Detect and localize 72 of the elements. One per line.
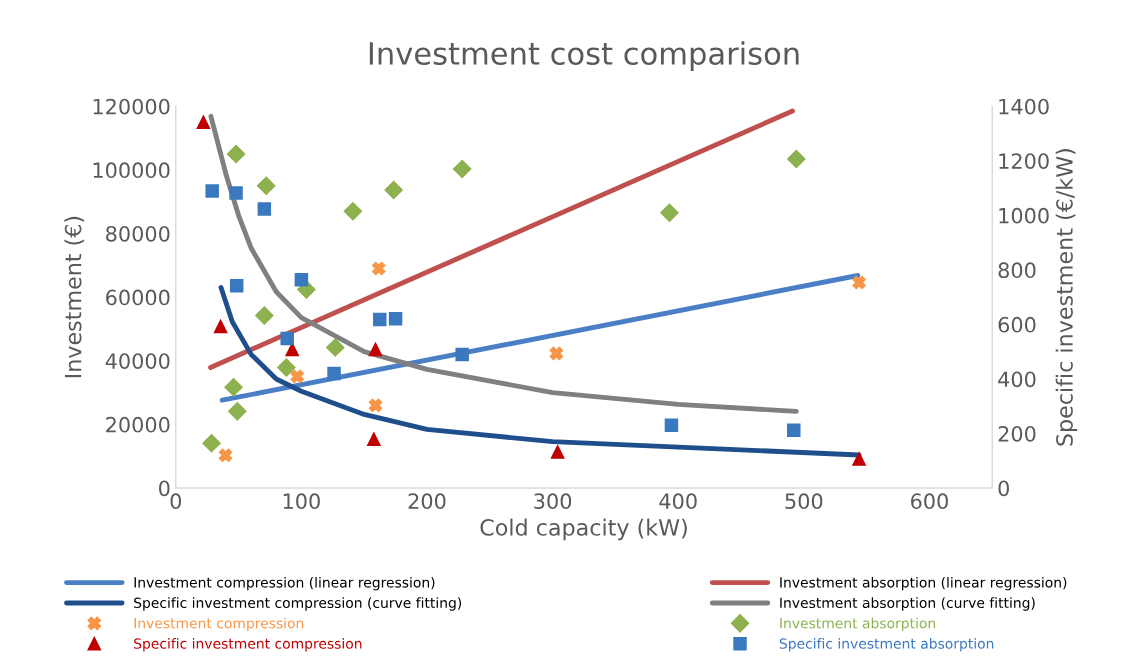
point: [218, 448, 233, 463]
point: [388, 311, 403, 326]
text: Investment compression: [134, 617, 304, 632]
point: [343, 202, 363, 221]
point: [280, 331, 294, 346]
y2-tick-label: 200: [998, 425, 1036, 442]
legend-label: Investment absorption (curve fitting): [780, 597, 1035, 611]
y2-tick-label: 1000: [999, 207, 1049, 224]
y-tick-label: 120000: [93, 98, 170, 115]
point: [290, 369, 304, 384]
point: [326, 338, 345, 357]
legend-label: Specific investment compression (curve fitting): [134, 597, 462, 611]
point: [202, 433, 221, 453]
point: [664, 418, 679, 433]
point: [373, 312, 387, 327]
point: [228, 402, 247, 421]
point: [452, 159, 472, 179]
point: [257, 176, 276, 195]
point: [372, 261, 386, 276]
x-tick-label: 0: [170, 493, 182, 510]
point: [368, 342, 383, 357]
point: [787, 423, 801, 437]
x-tick-label: 500: [785, 493, 823, 510]
point: [660, 203, 679, 223]
y-tick-label: 20000: [106, 416, 170, 433]
point: [196, 115, 211, 130]
point: [294, 272, 309, 287]
point: [257, 202, 272, 216]
point: [213, 319, 228, 334]
point: [852, 452, 866, 466]
point: [368, 398, 383, 413]
x-tick-label: 600: [911, 493, 948, 510]
y2-axis-title: Specific investment (€/kW): [1055, 149, 1078, 446]
y2-tick-label: 1200: [999, 153, 1049, 169]
legend-label: Investment absorption (linear regression): [780, 576, 1067, 591]
legend-label: Investment compression (linear regression): [134, 576, 435, 591]
legend-label: Investment absorption: [780, 617, 936, 632]
point: [550, 445, 565, 459]
y-tick-label: 100000: [93, 162, 170, 179]
point: [226, 144, 246, 164]
y-tick-label: 80000: [106, 225, 170, 242]
point: [455, 347, 469, 362]
point: [327, 366, 341, 381]
y-tick-label: 40000: [105, 353, 170, 369]
y2-tick-label: 800: [998, 262, 1036, 279]
x-tick-label: 400: [659, 493, 697, 510]
x-axis-title: Cold capacity (kW): [480, 518, 687, 541]
y-tick-label: 60000: [106, 289, 170, 306]
point: [384, 180, 403, 200]
point: [367, 432, 381, 446]
y2-tick-label: 1400: [999, 98, 1049, 115]
point: [224, 377, 243, 397]
point: [787, 149, 806, 169]
point: [277, 358, 296, 377]
point: [852, 275, 866, 290]
x-tick-label: 300: [534, 493, 572, 510]
y-tick-label: 0: [159, 480, 170, 497]
point: [229, 278, 244, 293]
y-axis-title: Investment (€): [64, 216, 85, 378]
y2-tick-label: 600: [998, 316, 1036, 333]
point: [255, 306, 274, 325]
y2-tick-label: 0: [998, 480, 1009, 497]
y2-tick-label: 400: [998, 371, 1036, 388]
point: [549, 346, 564, 361]
point: [205, 184, 219, 198]
point: [285, 342, 299, 357]
x-tick-label: 100: [283, 493, 320, 510]
text: Specific investment compression: [134, 638, 362, 652]
text: Specific investment absorption: [779, 638, 994, 652]
chart-title: Investment cost comparison: [369, 41, 799, 71]
x-tick-label: 200: [408, 493, 446, 510]
point: [229, 186, 243, 200]
